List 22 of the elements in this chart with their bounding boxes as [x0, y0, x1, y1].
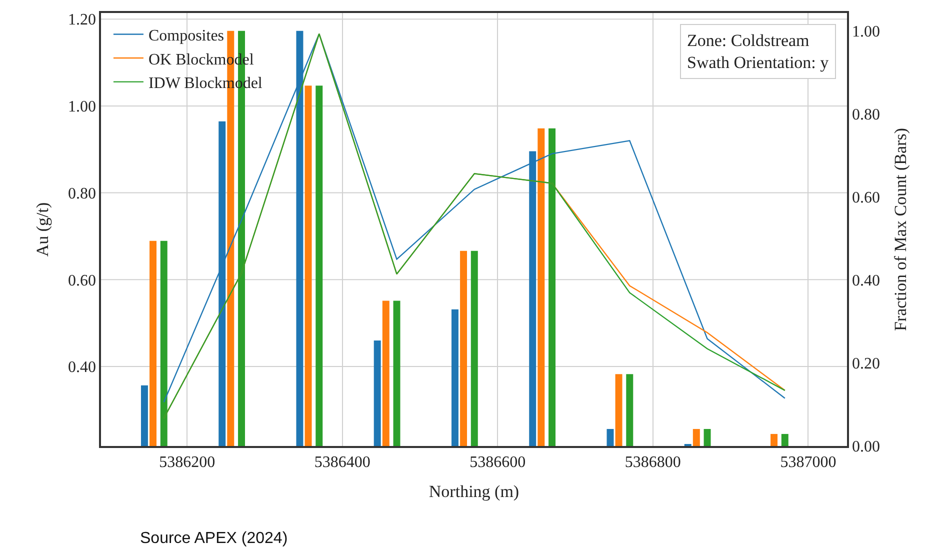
y-tick-label: 1.00	[68, 98, 96, 116]
x-tick-label: 5386200	[159, 454, 216, 471]
y-tick-label: 0.40	[68, 359, 96, 376]
y-tick-label: 0.80	[68, 185, 96, 202]
x-tick-label: 5386800	[624, 454, 681, 471]
y2-axis-title: Fraction of Max Count (Bars)	[890, 128, 910, 332]
legend-label: Composites	[148, 27, 224, 44]
y2-tick-label: 0.40	[852, 272, 880, 290]
x-tick-label: 5387000	[780, 454, 836, 471]
y-axis-title: Au (g/t)	[33, 202, 52, 257]
x-tick-label: 5386600	[470, 454, 526, 471]
source-note: Source APEX (2024)	[140, 530, 288, 547]
y2-tick-label: 1.00	[852, 23, 880, 40]
y2-tick-label: 0.60	[852, 190, 880, 207]
y-tick-label: 1.20	[68, 12, 96, 29]
y-tick-label: 0.60	[68, 272, 96, 290]
x-tick-label: 5386400	[314, 454, 370, 471]
y2-tick-label: 0.00	[852, 438, 880, 456]
x-axis-title: Northing (m)	[428, 482, 520, 501]
y2-tick-label: 0.20	[852, 356, 880, 373]
annotation: Zone: Coldstream Swath Orientation: y	[687, 31, 830, 72]
y2-tick-label: 0.80	[852, 106, 880, 124]
